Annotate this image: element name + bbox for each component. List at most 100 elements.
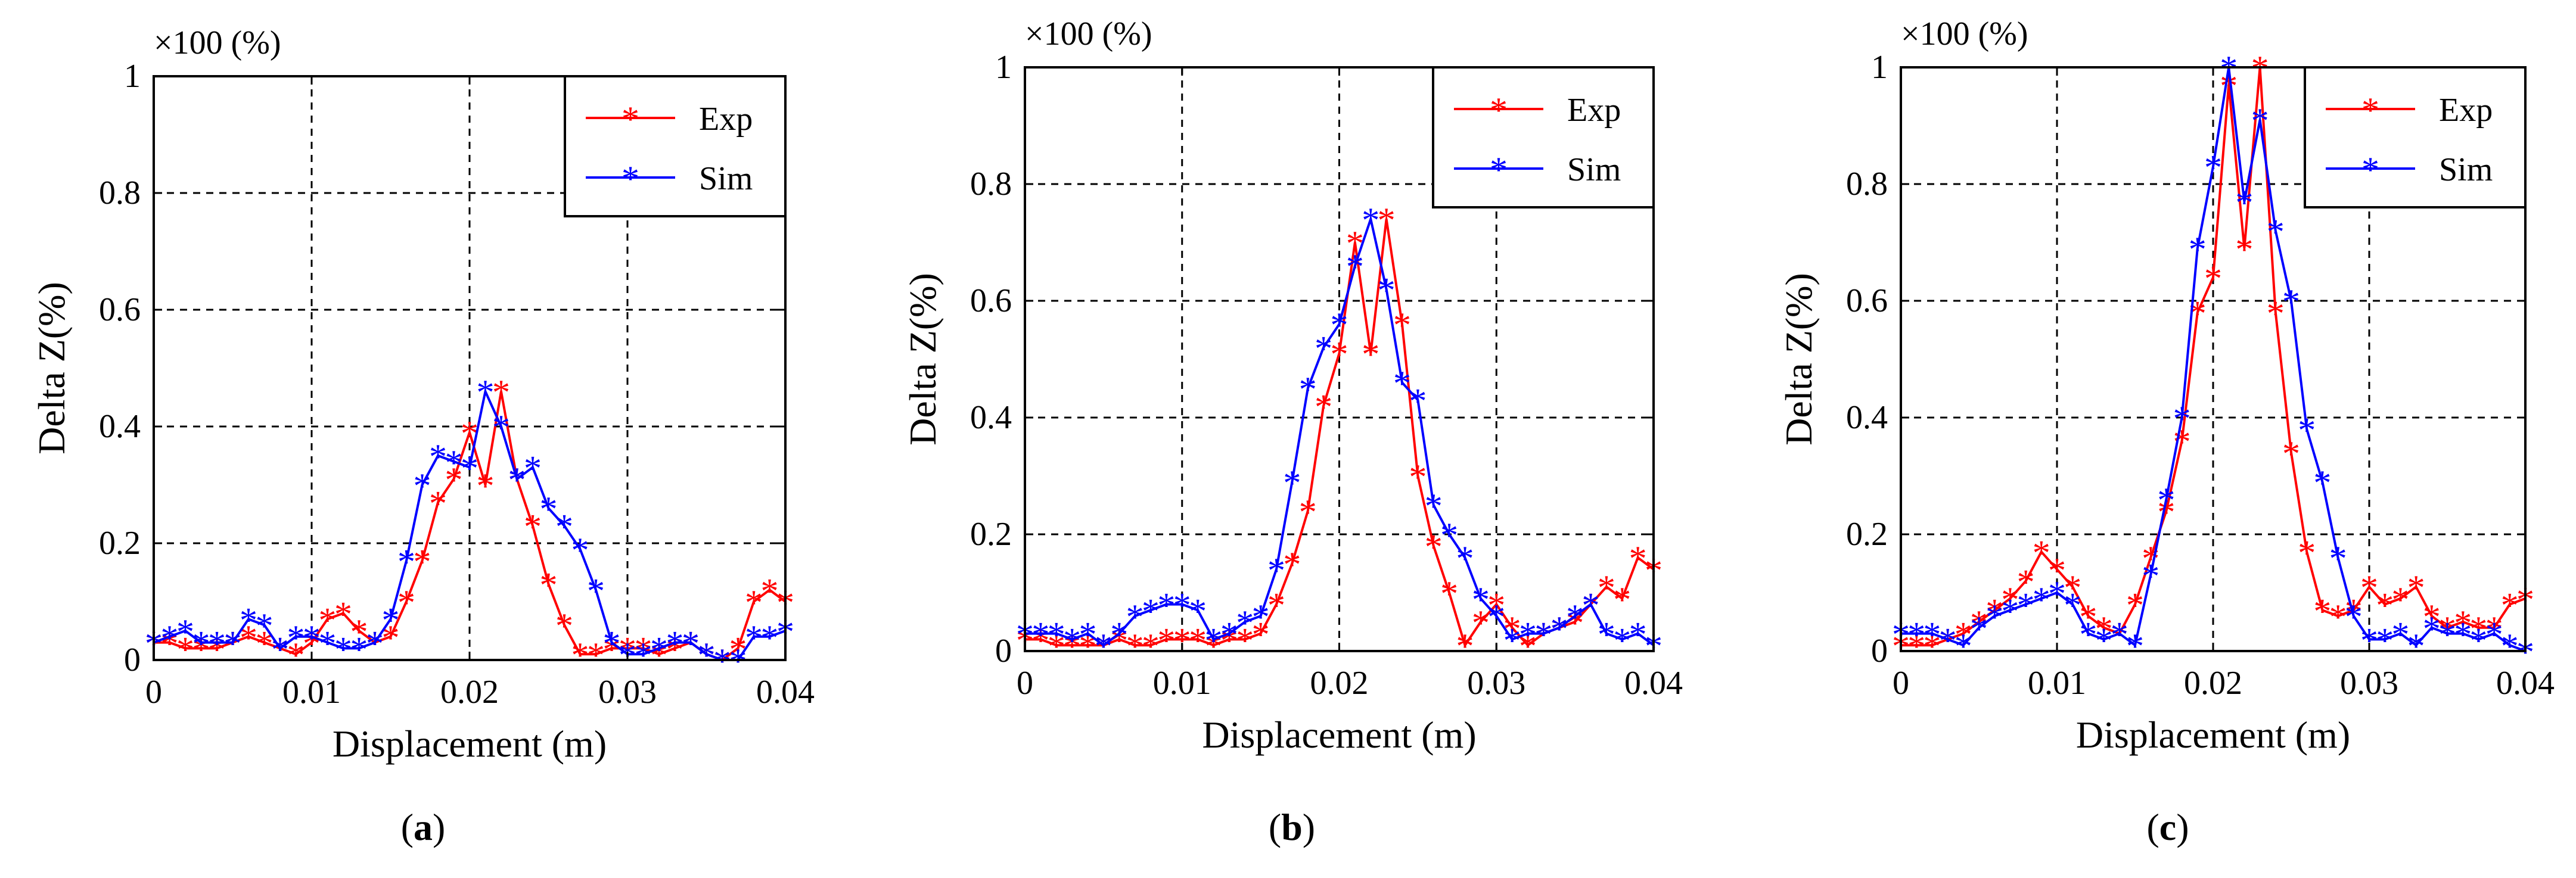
data-point-exp: * (2438, 609, 2456, 649)
data-point-sim: * (1315, 329, 1332, 368)
data-point-sim: * (176, 612, 194, 652)
data-point-sim: * (2157, 481, 2175, 520)
data-point-sim: * (635, 636, 652, 675)
data-point-sim: * (2204, 148, 2222, 188)
legend-label-sim: Sim (2439, 151, 2493, 188)
legend-label-sim: Sim (699, 160, 753, 197)
legend-label-exp: Exp (2439, 92, 2493, 129)
data-point-exp: * (2501, 586, 2519, 625)
data-point-sim: * (698, 636, 716, 675)
data-point-sim: * (1456, 539, 1474, 578)
data-point-sim: * (761, 618, 779, 658)
data-point-exp: * (1613, 580, 1631, 619)
y-tick-label: 1 (124, 58, 141, 95)
x-axis-label: Displacement (m) (2076, 714, 2350, 756)
data-point-exp: * (1456, 627, 1474, 666)
data-point-exp: * (414, 542, 431, 581)
data-point-sim: * (1157, 586, 1175, 625)
data-point-sim: * (1487, 597, 1505, 637)
data-point-sim: * (2079, 615, 2097, 655)
data-point-sim: * (1299, 370, 1317, 409)
data-point-sim: * (1923, 615, 1941, 655)
y-tick-label: 1 (995, 49, 1012, 86)
legend-box (1432, 66, 1655, 208)
y-tick-label: 0.8 (1846, 166, 1888, 203)
data-point-exp: * (1252, 615, 1270, 655)
data-point-sim: * (524, 449, 542, 488)
data-point-exp: * (256, 624, 274, 664)
chart-panel-3: ****************************************… (1778, 15, 2555, 848)
scale-note: ×100 (%) (1901, 15, 2028, 52)
data-point-sim: * (650, 630, 668, 669)
data-point-exp: * (2360, 568, 2378, 608)
data-point-sim: * (2235, 183, 2253, 222)
scale-note: ×100 (%) (154, 24, 281, 61)
data-point-exp: * (445, 460, 463, 500)
data-point-exp: * (161, 624, 179, 664)
data-point-sim: * (2423, 609, 2441, 649)
data-point-sim: * (1440, 516, 1458, 555)
data-point-exp: * (397, 583, 415, 622)
y-tick-label: 0.2 (970, 516, 1012, 553)
x-tick-label: 0.01 (2028, 665, 2086, 702)
x-tick-label: 0.03 (1467, 665, 1525, 702)
data-point-exp: * (492, 373, 510, 412)
data-point-exp: * (650, 636, 668, 675)
data-point-exp: * (1299, 493, 1317, 532)
data-point-sim: * (1220, 615, 1238, 655)
data-point-exp: * (2485, 609, 2503, 649)
data-point-exp: * (2204, 259, 2222, 298)
data-point-sim: * (492, 408, 510, 447)
data-point-sim: * (224, 624, 242, 664)
legend-marker-sim: * (622, 159, 639, 198)
data-point-sim: * (1409, 382, 1427, 421)
series-line-sim (153, 387, 786, 661)
data-point-sim: * (350, 630, 368, 669)
data-point-sim: * (1425, 487, 1443, 526)
data-point-exp: * (208, 630, 226, 669)
legend-marker-exp: * (2361, 91, 2379, 130)
data-point-sim: * (2391, 615, 2409, 655)
data-point-sim: * (1613, 621, 1631, 660)
data-point-sim: * (1063, 621, 1081, 660)
data-point-exp: * (2469, 609, 2487, 649)
data-point-sim: * (1970, 609, 1988, 649)
data-point-exp: * (240, 618, 257, 658)
data-point-exp: * (1220, 621, 1238, 660)
chart-panel-2: ****************************************… (902, 15, 1683, 848)
y-tick-label: 0.6 (1846, 282, 1888, 319)
data-point-sim: * (287, 618, 305, 658)
data-point-exp: * (2033, 533, 2050, 572)
legend: * Exp * Sim (564, 75, 787, 217)
data-point-sim: * (2064, 586, 2081, 625)
data-point-sim: * (1331, 306, 1348, 345)
y-tick-label: 0.4 (99, 408, 141, 445)
data-point-sim: * (2313, 463, 2331, 503)
series-line-exp (1901, 67, 2526, 647)
data-point-exp: * (571, 636, 589, 675)
data-point-sim: * (2267, 212, 2285, 251)
data-point-exp: * (587, 636, 605, 675)
data-point-exp: * (1331, 335, 1348, 374)
x-tick-label: 0.03 (598, 674, 657, 711)
data-point-exp: * (429, 484, 447, 523)
chart-panel-1: ****************************************… (30, 24, 815, 848)
data-point-exp: * (1063, 627, 1081, 666)
data-point-exp: * (666, 630, 684, 669)
data-point-sim: * (1079, 615, 1097, 655)
data-point-sim: * (1378, 270, 1396, 310)
data-point-exp: * (1267, 586, 1285, 625)
x-tick-label: 0.04 (1624, 665, 1683, 702)
data-point-sim: * (1267, 551, 1285, 590)
data-point-sim: * (303, 618, 321, 658)
data-point-sim: * (1582, 586, 1600, 625)
data-point-sim: * (1472, 580, 1490, 619)
data-point-sim: * (2173, 399, 2191, 438)
x-tick-label: 0.03 (2340, 665, 2398, 702)
data-point-sim: * (1503, 621, 1521, 660)
scale-note: ×100 (%) (1025, 15, 1152, 52)
data-point-sim: * (2329, 539, 2347, 578)
legend-marker-sim: * (1490, 150, 1508, 189)
data-point-exp: * (192, 630, 210, 669)
